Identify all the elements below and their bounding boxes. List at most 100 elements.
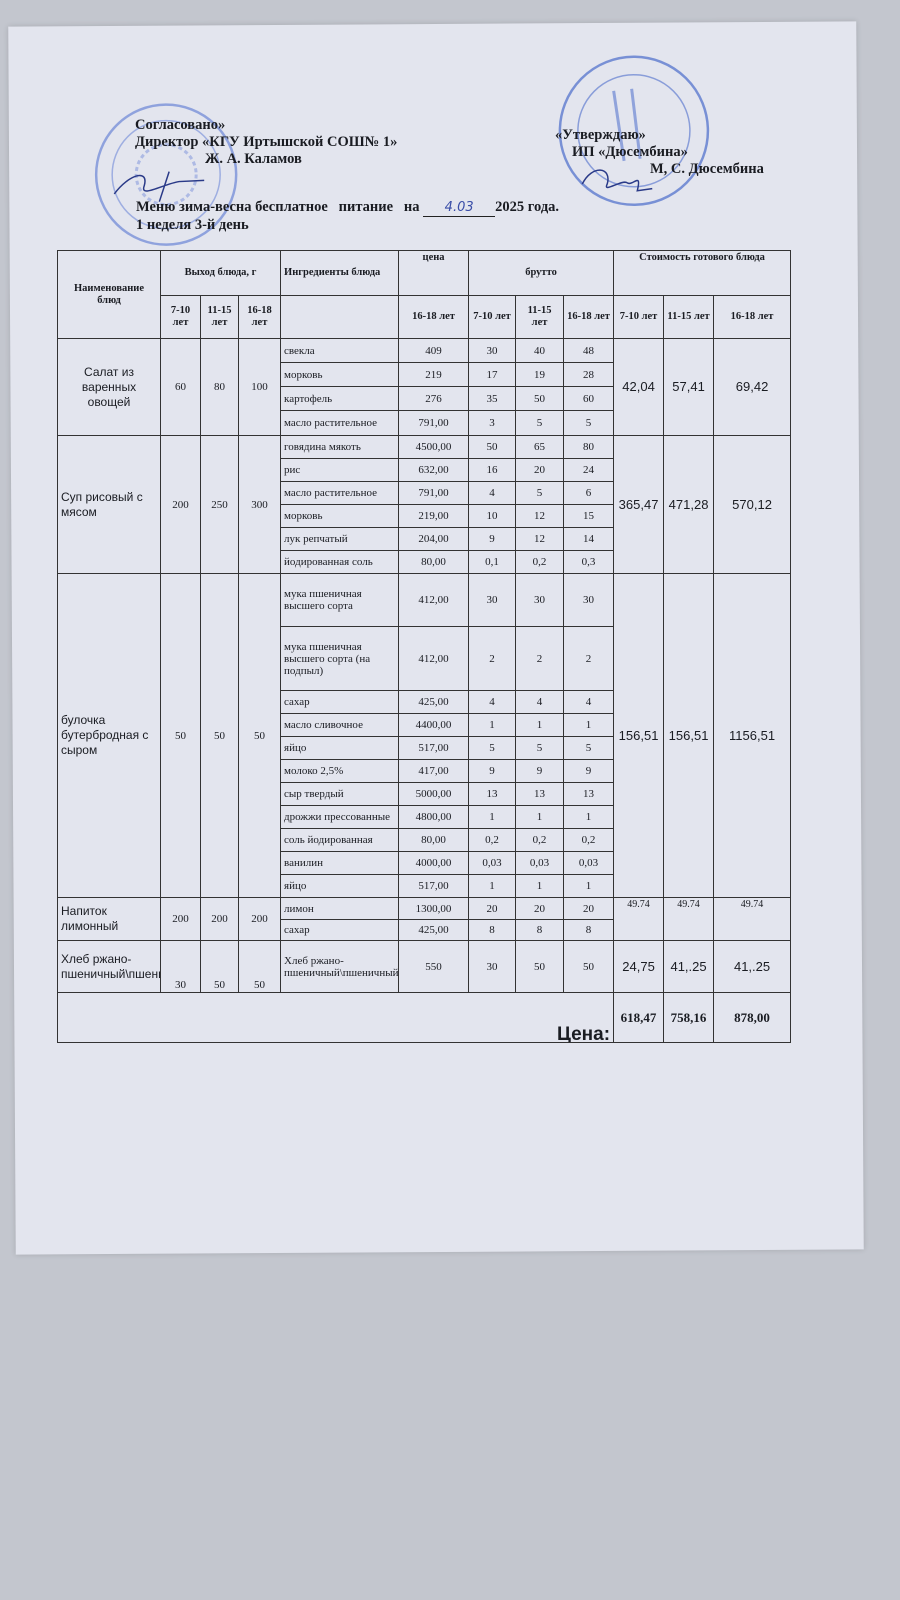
entrepreneur-name: М, С. Дюсембина <box>650 161 764 177</box>
ingredient-price: 276 <box>398 386 470 411</box>
ingredient-brutto: 1 <box>563 713 615 737</box>
ingredient-name: свекла <box>280 338 400 363</box>
ingredient-brutto: 8 <box>515 919 565 941</box>
ingredient-name: рис <box>280 458 400 482</box>
ingredient-name: лимон <box>280 897 400 920</box>
ingredient-name: говядина мякоть <box>280 435 400 459</box>
menu-title: Меню зима-весна бесплатное питание на 4.… <box>136 199 559 234</box>
ingredient-name: мука пшеничная высшего сорта <box>280 573 400 627</box>
ingredient-brutto: 30 <box>468 940 517 993</box>
dish-yield: 300 <box>237 435 282 574</box>
header-cost-age: 16-18 лет <box>713 295 792 339</box>
ingredient-brutto: 4 <box>563 690 615 714</box>
table-row: мука пшеничная высшего сорта (на подпыл)… <box>58 626 791 691</box>
ingredient-brutto: 1 <box>515 874 565 898</box>
dish-yield: 50 <box>200 940 239 993</box>
ingredient-price: 5000,00 <box>398 782 470 806</box>
ingredient-brutto: 12 <box>515 504 565 528</box>
ingredient-price: 4800,00 <box>398 805 470 829</box>
ingredient-brutto: 20 <box>468 897 517 920</box>
ingredient-brutto: 60 <box>563 386 615 411</box>
ingredient-brutto: 13 <box>563 782 615 806</box>
ingredient-name: лук репчатый <box>280 527 400 551</box>
title-prefix: Меню зима-весна бесплатное питание на <box>136 199 420 215</box>
dish-cost: 24,75 <box>613 940 665 993</box>
ingredient-price: 412,00 <box>398 626 470 691</box>
ingredient-brutto: 9 <box>515 759 565 783</box>
ingredient-brutto: 8 <box>563 919 615 941</box>
dish-yield: 200 <box>160 897 201 941</box>
ingredient-brutto: 50 <box>563 940 615 993</box>
table-row: ванилин 4000,00 0,03 0,03 0,03 <box>58 851 791 875</box>
dish-cost: 69,42 <box>713 338 792 436</box>
ingredient-price: 425,00 <box>398 690 470 714</box>
ingredient-brutto: 5 <box>515 410 565 436</box>
header-cost: Стоимость готового блюда <box>613 250 792 296</box>
dish-yield: 80 <box>200 338 239 436</box>
table-row: Суп рисовый с мясом 200 250 300 говядина мяк… <box>57 435 792 574</box>
ingredient-brutto: 35 <box>468 386 517 411</box>
dish-cost: 156,51 <box>613 573 665 898</box>
ingredient-price: 409 <box>398 338 470 363</box>
ingredient-name: морковь <box>280 504 400 528</box>
school-stamp <box>94 103 238 246</box>
ingredient-price: 204,00 <box>398 527 470 551</box>
total-cost: 758,16 <box>663 992 715 1043</box>
dish-yield: 200 <box>160 435 201 574</box>
menu-table: Наименование блюд Выход блюда, г Ингреди… <box>56 250 792 1043</box>
ingredient-name: соль йодированная <box>280 828 400 852</box>
ingredient-name: мука пшеничная высшего сорта (на подпыл) <box>280 626 400 691</box>
ingredient-price: 791,00 <box>398 410 470 436</box>
total-label: Цена: <box>56 992 615 1043</box>
total-row: Цена: 618,47 758,16 878,00 <box>56 992 792 1043</box>
ingredient-brutto: 2 <box>515 626 565 691</box>
ingredient-brutto: 16 <box>468 458 517 482</box>
director-title: Директор «КГУ Иртышской СОШ№ 1» <box>135 134 398 150</box>
header-brutto-age: 11-15 лет <box>515 295 565 339</box>
ingredient-brutto: 30 <box>468 573 517 627</box>
ingredient-brutto: 20 <box>563 897 615 920</box>
dish-cost: 41,.25 <box>713 940 792 993</box>
table-row: булочка бутербродная с сыром 50 50 50 мука п… <box>57 573 792 898</box>
dish-yield: 50 <box>200 573 239 898</box>
entrepreneur-title: ИП «Дюсембина» <box>572 144 688 160</box>
director-name: Ж. А. Каламов <box>205 151 302 167</box>
dish-yield: 100 <box>237 338 282 436</box>
ingredient-brutto: 0,2 <box>468 828 517 852</box>
dish-cost: 49.74 <box>713 897 792 941</box>
ingredient-name: масло растительное <box>280 481 400 505</box>
ingredient-price: 80,00 <box>398 828 470 852</box>
approval-left: Согласовано» Директор «КГУ Иртышской СОШ… <box>135 117 397 168</box>
ingredient-brutto: 30 <box>515 573 565 627</box>
table-row: картофель 276 35 50 60 <box>58 386 791 411</box>
dish-name: Хлеб ржано-пшеничный\пшеничный <box>57 940 161 993</box>
ingredient-brutto: 1 <box>563 874 615 898</box>
ingredient-brutto: 50 <box>515 386 565 411</box>
ingredient-price: 80,00 <box>398 550 470 574</box>
table-row: сахар 425,00 4 4 4 <box>58 690 791 714</box>
ingredient-brutto: 3 <box>468 410 517 436</box>
ingredient-price: 219,00 <box>398 504 470 528</box>
table-row: яйцо 517,00 1 1 1 <box>58 874 791 898</box>
table-row: Напиток лимонный 200 200 200 лимон 1300,00 20 2… <box>57 897 792 941</box>
dish-name: Суп рисовый с мясом <box>57 435 161 574</box>
ingredient-brutto: 9 <box>468 527 517 551</box>
ingredient-brutto: 1 <box>515 713 565 737</box>
header-yield: Выход блюда, г <box>159 250 282 296</box>
dish-cost: 156,51 <box>663 573 715 898</box>
ingredient-brutto: 4 <box>515 690 565 714</box>
ingredient-brutto: 15 <box>563 504 615 528</box>
ingredient-brutto: 14 <box>563 527 615 551</box>
header-ingredients-empty <box>280 295 400 339</box>
ingredient-name: дрожжи прессованные <box>280 805 400 829</box>
ingredient-name: морковь <box>280 362 400 387</box>
ingredient-brutto: 13 <box>515 782 565 806</box>
header-name: Наименование блюд <box>57 250 161 339</box>
ingredient-brutto: 13 <box>468 782 517 806</box>
table-row: йодированная соль 80,00 0,1 0,2 0,3 <box>58 550 791 574</box>
ingredient-brutto: 5 <box>563 410 615 436</box>
ingredient-name: картофель <box>280 386 400 411</box>
ingredient-name: ванилин <box>280 851 400 875</box>
table-row: морковь 219 17 19 28 <box>58 362 791 387</box>
header-brutto-age: 16-18 лет <box>563 295 615 339</box>
